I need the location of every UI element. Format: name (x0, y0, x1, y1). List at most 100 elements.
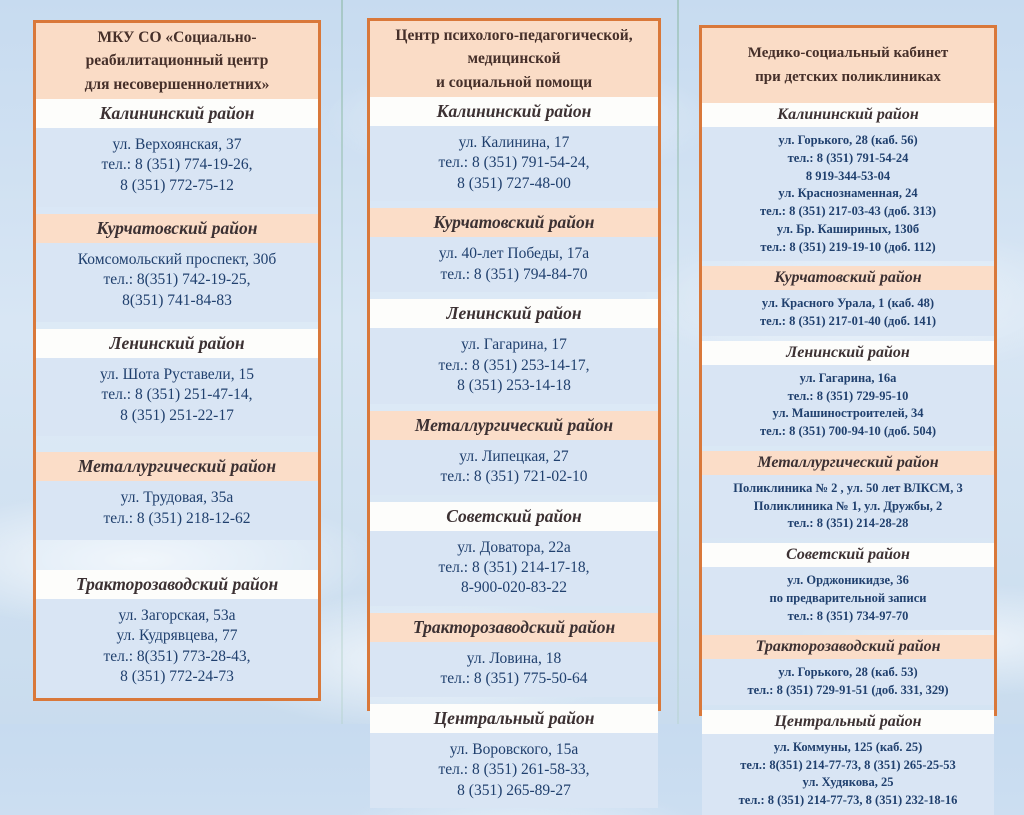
address-block: ул. Коммуны, 125 (каб. 25) тел.: 8(351) … (702, 733, 994, 815)
district-header-kalininsky: Калининский район (36, 99, 318, 128)
address-line: Комсомольский проспект, 30б (77, 250, 277, 268)
title-line: Медико-социальный кабинет (747, 45, 949, 62)
address-line: ул. Загорская, 53а (118, 606, 236, 624)
district-header-metallurgichesky: Металлургический район (370, 410, 658, 440)
address-block: ул. 40-лет Победы, 17а тел.: 8 (351) 794… (370, 237, 658, 293)
address-line: по предварительной записи (769, 590, 927, 605)
address-line: ул. Худякова, 25 (802, 775, 894, 790)
address-line: тел.: 8 (351) 253-14-17, (438, 356, 590, 374)
section-gap (36, 540, 318, 570)
title-line: МКУ СО «Социально- (97, 29, 257, 47)
address-line: ул. Краснознаменная, 24 (778, 186, 918, 201)
panel-medsoc-cabinet: Медико-социальный кабинет при детских по… (699, 25, 997, 815)
address-line: тел.: 8 (351) 261-58-33, (438, 761, 590, 779)
address-block: ул. Гагарина, 16а тел.: 8 (351) 729-95-1… (702, 364, 994, 446)
address-line: 8 (351) 727-48-00 (457, 174, 571, 192)
address-block: Поликлиника № 2 , ул. 50 лет ВЛКСМ, 3 По… (702, 474, 994, 538)
address-line: 8 (351) 253-14-18 (457, 377, 571, 395)
address-line: тел.: 8 (351) 729-91-51 (доб. 331, 329) (747, 683, 949, 697)
district-header-traktorozavodsky: Тракторозаводский район (36, 569, 318, 599)
address-line: ул. Доватора, 22а (457, 538, 571, 556)
address-line: тел.: 8 (351) 251-47-14, (101, 386, 253, 404)
address-line: тел.: 8 (351) 217-01-40 (доб. 141) (759, 314, 937, 328)
address-line: ул. Машиностроителей, 34 (772, 406, 924, 421)
district-header-metallurgichesky: Металлургический район (36, 452, 318, 482)
address-line: ул. Кудрявцева, 77 (116, 627, 238, 645)
address-line: ул. Гагарина, 17 (461, 336, 567, 354)
address-block: ул. Шота Руставели, 15 тел.: 8 (351) 251… (36, 357, 318, 437)
address-line: ул. 40-лет Победы, 17а (438, 245, 590, 263)
address-line: ул. Гагарина, 16а (799, 370, 897, 385)
address-line: тел.: 8 (351) 774-19-26, (101, 156, 253, 174)
address-line: тел.: 8 (351) 214-77-73, 8 (351) 232-18-… (738, 793, 958, 807)
address-line: тел.: 8 (351) 218-12-62 (103, 509, 251, 527)
section-gap (36, 436, 318, 452)
address-line: тел.: 8(351) 214-77-73, 8 (351) 265-25-5… (740, 757, 956, 772)
district-header-kalininsky: Калининский район (370, 97, 658, 126)
address-line: тел.: 8 (351) 775-50-64 (440, 670, 588, 688)
address-line: ул. Верхоянская, 37 (112, 136, 242, 153)
address-block: ул. Доватора, 22а тел.: 8 (351) 214-17-1… (370, 530, 658, 606)
address-line: ул. Липецкая, 27 (459, 447, 569, 465)
panel-title: МКУ СО «Социально- реабилитационный цент… (36, 23, 318, 99)
address-line: 8 919-344-53-04 (805, 168, 891, 183)
address-block: ул. Красного Урала, 1 (каб. 48) тел.: 8 … (702, 290, 994, 336)
address-line: 8 (351) 251-22-17 (120, 406, 234, 424)
address-block: ул. Липецкая, 27 тел.: 8 (351) 721-02-10 (370, 439, 658, 495)
address-block: ул. Гагарина, 17 тел.: 8 (351) 253-14-17… (370, 328, 658, 404)
address-block: ул. Ловина, 18 тел.: 8 (351) 775-50-64 (370, 641, 658, 697)
address-line: ул. Орджоникидзе, 36 (787, 573, 909, 587)
district-header-traktorozavodsky: Тракторозаводский район (702, 635, 994, 660)
address-block: ул. Трудовая, 35а тел.: 8 (351) 218-12-6… (36, 481, 318, 540)
panel-psych-center: Центр психолого-педагогической, медицинс… (367, 18, 661, 809)
address-line: тел.: 8 (351) 214-28-28 (787, 516, 909, 531)
address-line: ул. Горького, 28 (каб. 56) (778, 133, 918, 147)
title-line: при детских поликлиниках (755, 68, 941, 85)
panel-title: Центр психолого-педагогической, медицинс… (370, 21, 658, 97)
address-line: тел.: 8 (351) 214-17-18, (438, 558, 590, 576)
address-block: ул. Загорская, 53а ул. Кудрявцева, 77 те… (36, 598, 318, 698)
address-line: тел.: 8(351) 773-28-43, (103, 647, 251, 665)
title-line: реабилитационный центр (85, 52, 269, 70)
title-line: медицинской (467, 50, 561, 68)
address-line: 8-900-020-83-22 (461, 579, 567, 597)
address-line: 8 (351) 772-75-12 (120, 176, 234, 194)
district-header-tsentralny: Центральный район (370, 703, 658, 733)
address-line: тел.: 8 (351) 729-95-10 (787, 388, 909, 403)
address-line: 8(351) 741-84-83 (122, 291, 232, 309)
title-line: Центр психолого-педагогической, (395, 27, 633, 45)
address-line: тел.: 8 (351) 721-02-10 (440, 468, 588, 486)
panel-title: Медико-социальный кабинет при детских по… (702, 28, 994, 103)
district-header-sovetsky: Советский район (702, 543, 994, 567)
address-line: ул. Калинина, 17 (458, 134, 570, 151)
address-block: ул. Верхоянская, 37 тел.: 8 (351) 774-19… (36, 128, 318, 207)
address-block: ул. Орджоникидзе, 36 по предварительной … (702, 567, 994, 631)
address-line: тел.: 8 (351) 734-97-70 (787, 608, 909, 623)
district-header-sovetsky: Советский район (370, 501, 658, 531)
address-line: ул. Красного Урала, 1 (каб. 48) (761, 296, 935, 311)
district-header-traktorozavodsky: Тракторозаводский район (370, 612, 658, 642)
address-line: тел.: 8 (351) 791-54-24, (438, 154, 590, 172)
address-line: ул. Коммуны, 125 (каб. 25) (773, 739, 923, 754)
address-line: ул. Горького, 28 (каб. 53) (778, 665, 918, 680)
address-line: тел.: 8(351) 742-19-25, (103, 271, 251, 289)
district-header-tsentralny: Центральный район (702, 709, 994, 734)
address-block: ул. Горького, 28 (каб. 53) тел.: 8 (351)… (702, 659, 994, 705)
title-line: и социальной помощи (435, 73, 593, 91)
address-line: тел.: 8 (351) 794-84-70 (440, 265, 588, 283)
district-header-kalininsky: Калининский район (702, 103, 994, 127)
title-line: для несовершеннолетних» (84, 75, 270, 93)
address-line: ул. Воровского, 15а (449, 740, 579, 758)
address-line: 8 (351) 772-24-73 (120, 668, 234, 686)
address-line: ул. Бр. Кашириных, 130б (776, 221, 920, 236)
address-line: ул. Ловина, 18 (466, 649, 562, 667)
address-line: тел.: 8 (351) 700-94-10 (доб. 504) (759, 424, 937, 438)
address-block: ул. Горького, 28 (каб. 56) тел.: 8 (351)… (702, 127, 994, 262)
district-header-kurchatovsky: Курчатовский район (36, 213, 318, 243)
address-line: ул. Трудовая, 35а (120, 489, 234, 507)
fold-line-left (341, 0, 343, 724)
district-header-metallurgichesky: Металлургический район (702, 450, 994, 475)
address-line: тел.: 8 (351) 219-19-10 (доб. 112) (760, 239, 936, 254)
district-header-kurchatovsky: Курчатовский район (702, 266, 994, 291)
